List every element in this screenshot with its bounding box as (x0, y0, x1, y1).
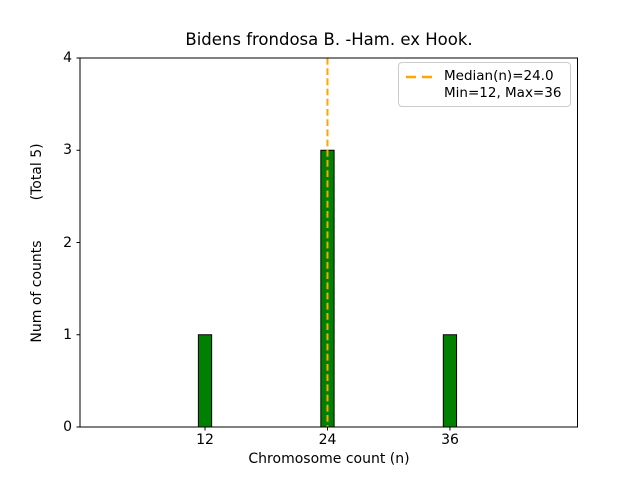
legend-entry-median: Median(n)=24.0 (406, 68, 562, 85)
legend-entry-minmax: Min=12, Max=36 (406, 85, 562, 102)
legend-label-minmax: Min=12, Max=36 (444, 85, 562, 101)
bar-36 (442, 334, 458, 428)
legend-label-median: Median(n)=24.0 (444, 68, 554, 84)
y-tick-label-1: 1 (63, 326, 72, 343)
x-tick-label-36: 36 (441, 432, 459, 448)
dashed-line-icon (406, 75, 434, 78)
y-tick-label-2: 2 (63, 234, 72, 251)
chart-title: Bidens frondosa B. -Ham. ex Hook. (185, 30, 473, 49)
y-tick-label-0: 0 (63, 419, 72, 435)
x-axis-label: Chromosome count (n) (248, 451, 410, 467)
bar-12 (197, 334, 213, 428)
x-tick-label-24: 24 (318, 432, 337, 448)
y-tick-label-4: 4 (63, 50, 72, 66)
legend: Median(n)=24.0 Min=12, Max=36 (398, 62, 571, 107)
y-tick-label-3: 3 (63, 142, 72, 158)
x-tick-label-12: 12 (196, 432, 214, 448)
